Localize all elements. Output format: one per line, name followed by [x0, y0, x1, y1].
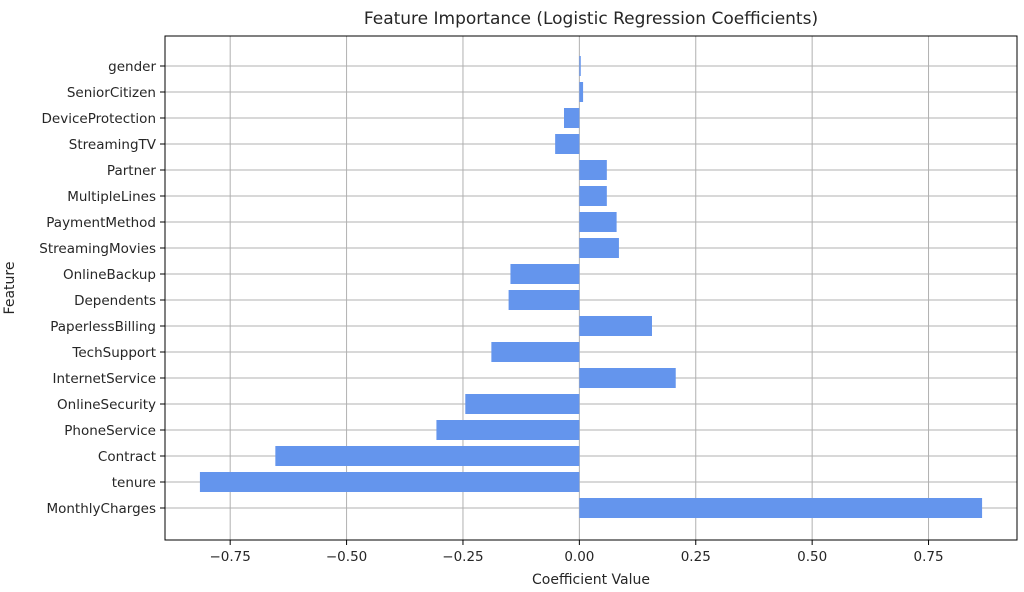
x-tick-label: 0.50	[797, 549, 827, 565]
bar-PaperlessBilling	[579, 316, 652, 336]
x-axis-label: Coefficient Value	[532, 572, 650, 588]
bar-StreamingTV	[555, 134, 580, 154]
bar-StreamingMovies	[579, 238, 619, 258]
x-tick-label: 0.00	[564, 549, 594, 565]
y-axis-label: Feature	[2, 262, 18, 315]
y-tick-label: InternetService	[53, 371, 157, 387]
bar-SeniorCitizen	[579, 82, 584, 102]
bar-Contract	[275, 446, 580, 466]
chart-title: Feature Importance (Logistic Regression …	[364, 9, 818, 29]
x-tick-label: −0.50	[326, 549, 367, 565]
y-tick-label: TechSupport	[71, 345, 156, 361]
x-tick-label: −0.75	[209, 549, 250, 565]
y-tick-label: StreamingTV	[69, 137, 157, 153]
bar-tenure	[199, 472, 580, 492]
y-tick-label: MonthlyCharges	[46, 501, 156, 517]
y-tick-label: PaperlessBilling	[50, 319, 156, 335]
y-tick-label: MultipleLines	[67, 189, 156, 205]
y-tick-label: tenure	[112, 475, 156, 491]
plot-frame	[164, 35, 1018, 541]
y-tick-label: Dependents	[74, 293, 156, 309]
y-tick-label: StreamingMovies	[39, 241, 156, 257]
y-tick-label: OnlineBackup	[63, 267, 156, 283]
bars	[199, 56, 983, 518]
y-tick-label: gender	[108, 59, 156, 75]
bar-PaymentMethod	[579, 212, 617, 232]
bar-Partner	[579, 160, 607, 180]
bar-DeviceProtection	[563, 108, 580, 128]
x-tick-label: 0.25	[681, 549, 711, 565]
x-tick-label: −0.25	[442, 549, 483, 565]
y-tick-label: PhoneService	[64, 423, 156, 439]
bar-TechSupport	[491, 342, 580, 362]
bar-MultipleLines	[579, 186, 607, 206]
y-tick-label: OnlineSecurity	[57, 397, 156, 413]
y-tick-label: DeviceProtection	[42, 111, 156, 127]
bar-PhoneService	[436, 420, 580, 440]
y-tick-label: SeniorCitizen	[67, 85, 156, 101]
bar-OnlineBackup	[510, 264, 580, 284]
bar-OnlineSecurity	[465, 394, 580, 414]
y-tick-label: Partner	[107, 163, 157, 179]
x-tick-label: 0.75	[914, 549, 944, 565]
bar-MonthlyCharges	[579, 498, 983, 518]
bar-InternetService	[579, 368, 676, 388]
y-tick-label: Contract	[98, 449, 156, 465]
x-axis-ticks: −0.75 −0.50 −0.25 0.00 0.25 0.50 0.75	[209, 540, 944, 565]
bar-gender	[579, 56, 581, 76]
bar-Dependents	[508, 290, 580, 310]
y-axis-ticks: gender SeniorCitizen DeviceProtection Strea…	[39, 59, 165, 517]
y-tick-label: PaymentMethod	[46, 215, 156, 231]
